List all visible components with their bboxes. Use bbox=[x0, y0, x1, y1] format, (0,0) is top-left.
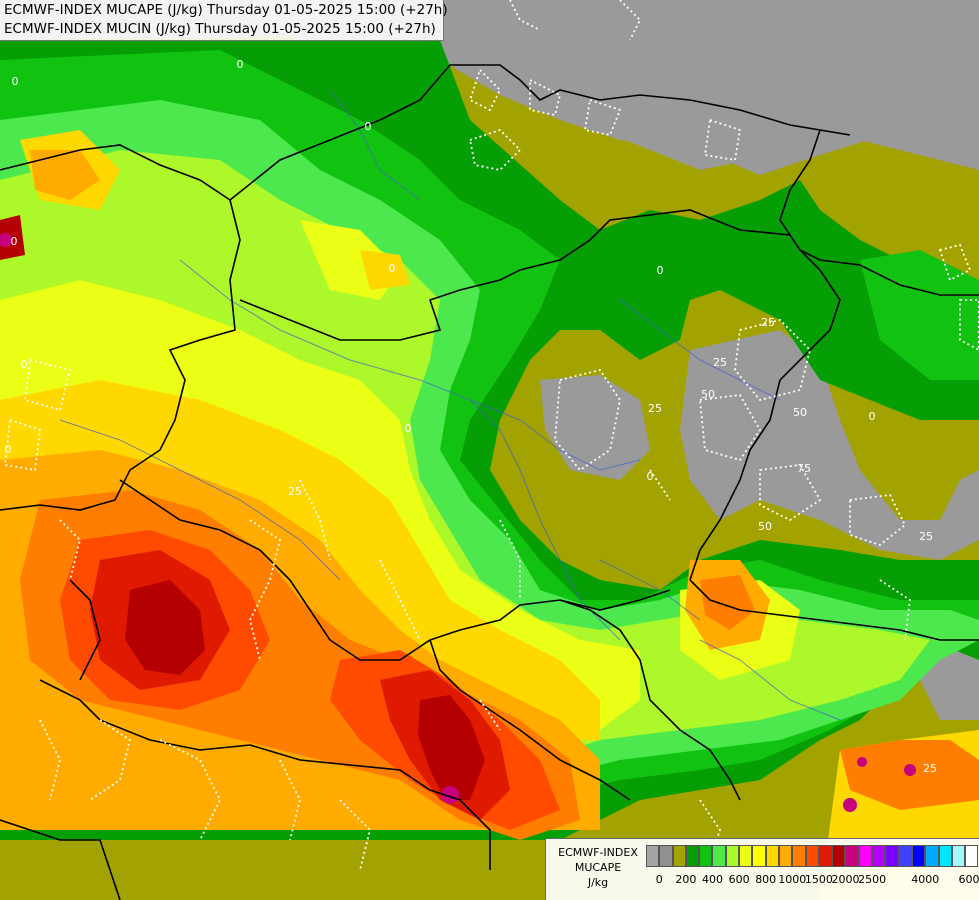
legend-swatch bbox=[672, 845, 686, 867]
legend-swatch bbox=[725, 845, 740, 867]
legend-tick-label: 1500 bbox=[804, 873, 833, 886]
legend-swatch bbox=[938, 845, 952, 867]
legend-swatch bbox=[685, 845, 700, 867]
legend-swatch bbox=[739, 845, 753, 867]
contour-label: 0 bbox=[389, 262, 396, 275]
legend-tick-label: 200 bbox=[675, 873, 697, 886]
legend-tick-label: 0 bbox=[655, 873, 663, 886]
legend-swatch bbox=[965, 845, 979, 867]
contour-label: 25 bbox=[923, 762, 937, 775]
legend-tick-label: 1000 bbox=[778, 873, 807, 886]
contour-label: 0 bbox=[405, 422, 412, 435]
legend-tick-label: 2500 bbox=[858, 873, 887, 886]
legend-tick-label: 4000 bbox=[911, 873, 940, 886]
legend-swatch bbox=[885, 845, 899, 867]
legend-swatch bbox=[911, 845, 926, 867]
map-title-box: ECMWF-INDEX MUCAPE (J/kg) Thursday 01-05… bbox=[0, 0, 448, 41]
legend-variable: MUCAPE bbox=[574, 861, 622, 874]
cape-darkred-layer bbox=[0, 215, 485, 800]
legend-swatch bbox=[646, 845, 660, 867]
legend-swatch bbox=[858, 845, 873, 867]
legend-swatch bbox=[832, 845, 846, 867]
legend-label: ECMWF-INDEX MUCAPE J/kg bbox=[550, 845, 646, 890]
contour-label: 25 bbox=[919, 530, 933, 543]
mucin-title: ECMWF-INDEX MUCIN (J/kg) Thursday 01-05-… bbox=[4, 21, 436, 37]
contour-label: 0 bbox=[869, 410, 876, 423]
legend-tick-label: 600 bbox=[728, 873, 750, 886]
contour-label: 25 bbox=[761, 316, 775, 329]
contour-label: 25 bbox=[713, 356, 727, 369]
contour-label: 0 bbox=[647, 470, 654, 483]
country-borders bbox=[0, 64, 979, 900]
legend-tick-label: 400 bbox=[702, 873, 723, 886]
contour-label: 0 bbox=[5, 443, 12, 456]
contour-label: 0 bbox=[237, 58, 244, 71]
contour-label: 0 bbox=[11, 235, 18, 248]
legend-swatch bbox=[765, 845, 779, 867]
legend-swatch bbox=[818, 845, 833, 867]
legend-swatches bbox=[646, 845, 979, 867]
contour-label: 0 bbox=[12, 75, 19, 88]
legend-source: ECMWF-INDEX bbox=[558, 846, 638, 859]
rivers bbox=[59, 89, 841, 721]
legend-swatch bbox=[951, 845, 966, 867]
legend-swatch bbox=[845, 845, 859, 867]
cape-magenta-layer bbox=[0, 233, 916, 812]
legend-swatch bbox=[898, 845, 912, 867]
legend-swatch bbox=[712, 845, 726, 867]
legend-swatch bbox=[792, 845, 806, 867]
legend-swatch bbox=[872, 845, 886, 867]
contour-label: 25 bbox=[648, 402, 662, 415]
mucape-title: ECMWF-INDEX MUCAPE (J/kg) Thursday 01-05… bbox=[4, 2, 448, 18]
contour-label: 75 bbox=[797, 462, 811, 475]
contour-label: 50 bbox=[793, 406, 807, 419]
contour-label: 0 bbox=[657, 264, 664, 277]
legend-tick-label: 800 bbox=[755, 873, 777, 886]
legend-swatch bbox=[805, 845, 819, 867]
cin-contours bbox=[4, 0, 979, 871]
legend-swatch bbox=[752, 845, 766, 867]
contour-label: 50 bbox=[758, 520, 772, 533]
legend-tick-label: 2000 bbox=[831, 873, 860, 886]
legend-unit: J/kg bbox=[587, 876, 609, 889]
contour-label-group: 0 0 0 0 0 0 0 0 0 25 25 25 25 25 50 50 5… bbox=[5, 58, 938, 775]
legend-swatch bbox=[699, 845, 713, 867]
contour-label: 50 bbox=[701, 388, 715, 401]
legend-swatch bbox=[659, 845, 673, 867]
legend-swatch bbox=[778, 845, 793, 867]
legend-tick-label: 6000 bbox=[958, 873, 979, 886]
legend-swatch bbox=[925, 845, 939, 867]
contour-label: 25 bbox=[288, 485, 302, 498]
contour-label: 0 bbox=[21, 358, 28, 371]
contour-label: 0 bbox=[365, 120, 372, 133]
color-legend: ECMWF-INDEX MUCAPE J/kg 0 200 400 600 800 100… bbox=[545, 838, 979, 900]
